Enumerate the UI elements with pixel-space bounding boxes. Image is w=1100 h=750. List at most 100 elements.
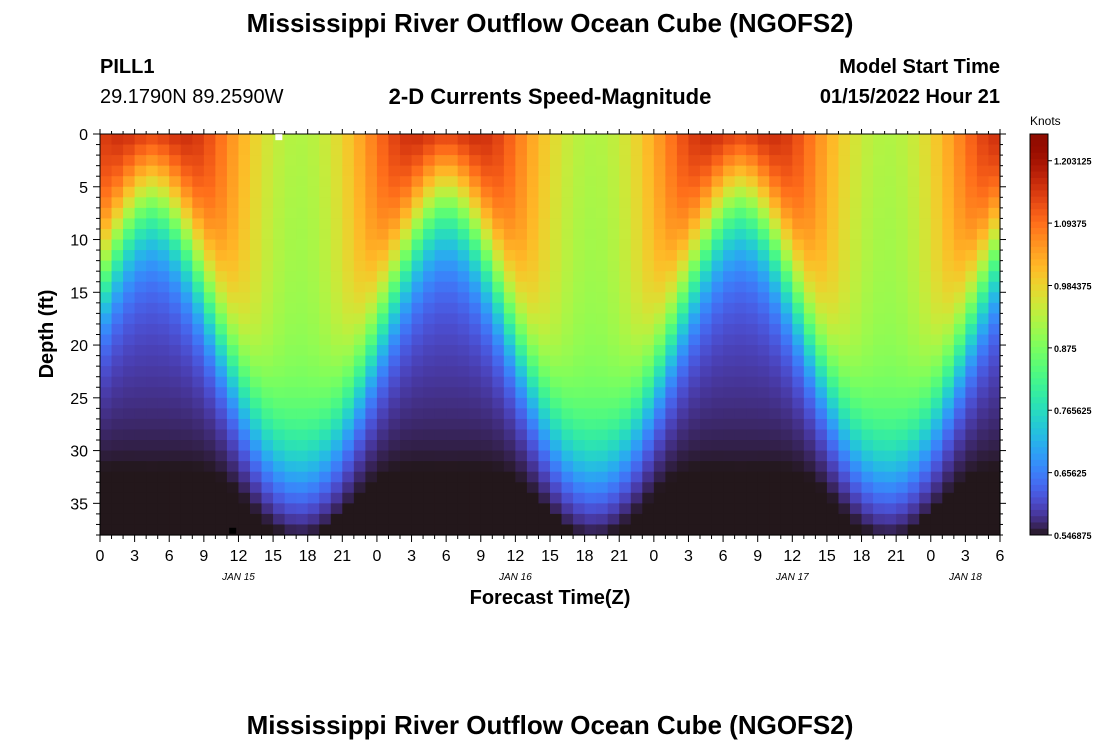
- heatmap-cell: [526, 207, 540, 220]
- heatmap-cell: [134, 144, 147, 156]
- heatmap-cell: [226, 429, 240, 441]
- heatmap-cell: [757, 313, 770, 325]
- heatmap-cell: [250, 313, 263, 325]
- heatmap-cell: [838, 250, 851, 262]
- heatmap-cell: [123, 292, 136, 304]
- heatmap-cell: [226, 440, 240, 452]
- heatmap-cell: [503, 355, 516, 367]
- heatmap-cell: [607, 134, 620, 146]
- heatmap-cell: [353, 513, 366, 526]
- heatmap-cell: [423, 366, 436, 378]
- heatmap-cell: [400, 397, 413, 409]
- heatmap-cell: [873, 408, 886, 420]
- heatmap-cell: [676, 461, 690, 473]
- heatmap-cell: [423, 281, 436, 293]
- heatmap-cell: [134, 503, 147, 515]
- heatmap-cell: [423, 144, 436, 156]
- heatmap-cell: [896, 281, 909, 293]
- colorbar-swatch: [1030, 478, 1048, 486]
- heatmap-cell: [584, 281, 597, 293]
- heatmap-cell: [273, 239, 286, 251]
- heatmap-cell: [238, 302, 251, 314]
- heatmap-cell: [550, 334, 563, 346]
- colorbar-swatch: [1030, 146, 1048, 154]
- x-tick-label: 3: [684, 548, 693, 565]
- heatmap-cell: [284, 323, 297, 336]
- heatmap-cell: [353, 366, 366, 378]
- heatmap-cell: [411, 387, 424, 399]
- heatmap-cell: [342, 186, 355, 198]
- heatmap-cell: [619, 155, 632, 167]
- heatmap-cell: [896, 513, 909, 526]
- heatmap-cell: [734, 482, 747, 494]
- heatmap-cell: [850, 292, 863, 304]
- heatmap-cell: [907, 503, 920, 515]
- heatmap-cell: [307, 440, 320, 452]
- heatmap-cell: [550, 260, 563, 272]
- heatmap-cell: [238, 355, 251, 367]
- heatmap-cell: [850, 440, 863, 452]
- heatmap-cell: [100, 397, 113, 409]
- heatmap-cell: [457, 482, 470, 494]
- heatmap-cell: [653, 313, 666, 325]
- heatmap-cell: [676, 429, 690, 441]
- heatmap-cell: [953, 165, 966, 177]
- heatmap-cell: [538, 292, 551, 304]
- heatmap-cell: [492, 292, 505, 304]
- heatmap-cell: [896, 450, 909, 462]
- heatmap-cell: [319, 524, 332, 536]
- heatmap-cell: [330, 397, 343, 409]
- heatmap-cell: [780, 492, 793, 504]
- heatmap-cell: [123, 334, 136, 346]
- heatmap-cell: [746, 387, 759, 399]
- heatmap-cell: [757, 239, 770, 251]
- heatmap-cell: [826, 397, 840, 409]
- heatmap-cell: [653, 376, 666, 388]
- heatmap-cell: [746, 197, 759, 209]
- heatmap-cell: [780, 218, 793, 230]
- heatmap-cell: [192, 228, 205, 241]
- heatmap-cell: [561, 376, 574, 388]
- heatmap-cell: [884, 186, 897, 198]
- heatmap-cell: [250, 345, 263, 357]
- heatmap-cell: [965, 355, 978, 367]
- heatmap-cell: [492, 345, 505, 357]
- heatmap-cell: [826, 207, 840, 220]
- heatmap-cell: [365, 503, 378, 515]
- heatmap-cell: [503, 376, 516, 388]
- heatmap-cell: [584, 144, 597, 156]
- heatmap-cell: [307, 228, 320, 241]
- heatmap-cell: [538, 271, 551, 283]
- heatmap-cell: [907, 450, 920, 462]
- heatmap-cell: [469, 207, 482, 220]
- heatmap-cell: [342, 197, 355, 209]
- heatmap-cell: [746, 155, 759, 167]
- heatmap-cell: [226, 482, 240, 494]
- heatmap-cell: [146, 144, 159, 156]
- heatmap-cell: [250, 429, 263, 441]
- heatmap-cell: [538, 503, 551, 515]
- heatmap-cell: [942, 207, 955, 220]
- heatmap-cell: [526, 186, 540, 198]
- heatmap-cell: [907, 218, 920, 230]
- heatmap-cell: [157, 440, 170, 452]
- heatmap-cell: [146, 197, 159, 209]
- heatmap-cell: [180, 144, 193, 156]
- heatmap-cell: [630, 155, 643, 167]
- heatmap-cell: [250, 482, 263, 494]
- heatmap-cell: [330, 218, 343, 230]
- heatmap-cell: [238, 492, 251, 504]
- heatmap-cell: [896, 429, 909, 441]
- heatmap-cell: [157, 355, 170, 367]
- heatmap-cell: [665, 376, 678, 388]
- heatmap-cell: [526, 218, 540, 230]
- x-tick-label: 0: [372, 548, 381, 565]
- heatmap-cell: [146, 165, 159, 177]
- heatmap-cell: [400, 376, 413, 388]
- heatmap-cell: [965, 334, 978, 346]
- heatmap-cell: [400, 513, 413, 526]
- heatmap-cell: [815, 260, 828, 272]
- heatmap-cell: [376, 292, 390, 304]
- heatmap-cell: [330, 503, 343, 515]
- heatmap-cell: [296, 387, 309, 399]
